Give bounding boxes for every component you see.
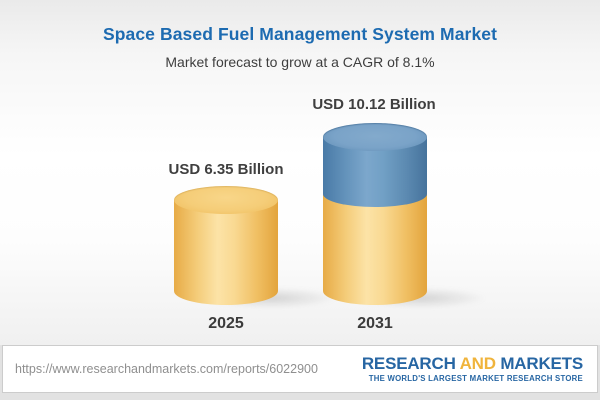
bar-2031-cylinder: [323, 123, 427, 305]
bar-2025-cylinder: [174, 186, 278, 305]
logo-word-markets: MARKETS: [500, 353, 583, 373]
report-url-link[interactable]: https://www.researchandmarkets.com/repor…: [15, 362, 318, 376]
logo-word-and: AND: [459, 353, 496, 373]
footer-bar: https://www.researchandmarkets.com/repor…: [2, 345, 598, 393]
logo-wordmark: RESEARCH AND MARKETS: [362, 355, 583, 373]
chart-subtitle: Market forecast to grow at a CAGR of 8.1…: [165, 54, 435, 70]
logo-word-research: RESEARCH: [361, 353, 456, 373]
x-axis-label-2031: 2031: [357, 315, 393, 332]
value-label-2031: USD 10.12 Billion: [312, 96, 436, 113]
bar-2031-base-segment: [323, 193, 427, 305]
logo-tagline: THE WORLD'S LARGEST MARKET RESEARCH STOR…: [368, 373, 583, 383]
bar-2025-top-face: [174, 186, 278, 214]
chart-title: Space Based Fuel Management System Marke…: [102, 24, 498, 44]
bar-2031-top-face: [323, 123, 427, 151]
research-and-markets-logo[interactable]: RESEARCH AND MARKETS THE WORLD'S LARGEST…: [362, 355, 583, 383]
bar-2025-body: [174, 200, 278, 305]
x-axis-label-2025: 2025: [208, 315, 244, 332]
chart-area: Space Based Fuel Management System Marke…: [0, 0, 600, 345]
value-label-2025: USD 6.35 Billion: [168, 161, 284, 178]
